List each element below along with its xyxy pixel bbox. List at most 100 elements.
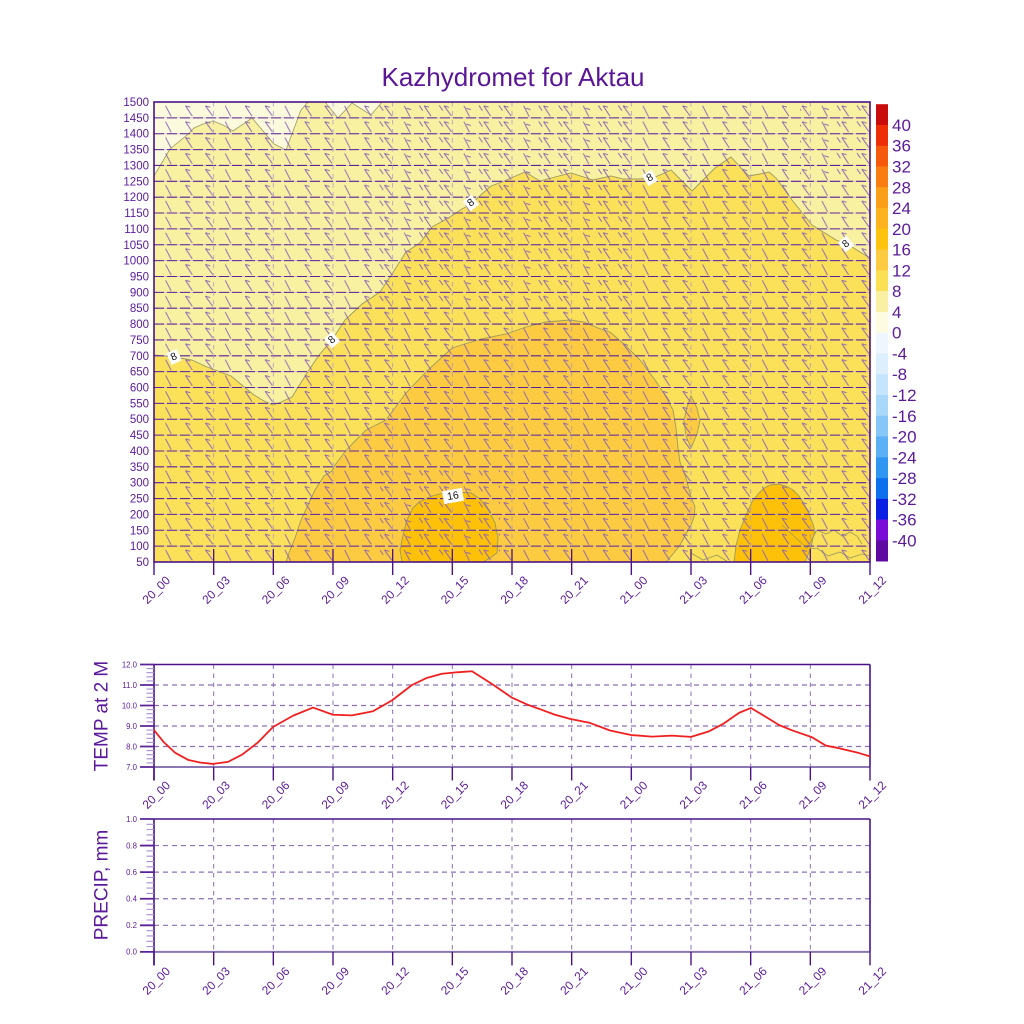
svg-text:1300: 1300 <box>123 160 149 172</box>
svg-text:750: 750 <box>130 335 149 347</box>
svg-text:21_03: 21_03 <box>677 778 711 812</box>
svg-text:20_06: 20_06 <box>259 573 293 607</box>
svg-text:9.0: 9.0 <box>126 722 138 731</box>
svg-text:850: 850 <box>130 303 149 315</box>
svg-text:-28: -28 <box>892 469 917 488</box>
svg-text:20_12: 20_12 <box>378 573 412 607</box>
svg-text:400: 400 <box>130 446 149 458</box>
svg-text:21_12: 21_12 <box>856 778 890 812</box>
svg-text:21_09: 21_09 <box>796 778 830 812</box>
svg-text:21_00: 21_00 <box>617 573 651 607</box>
svg-text:16: 16 <box>892 241 911 260</box>
svg-text:20_09: 20_09 <box>319 573 353 607</box>
svg-text:1100: 1100 <box>124 224 149 236</box>
svg-text:200: 200 <box>130 509 149 521</box>
svg-text:12.0: 12.0 <box>122 660 138 669</box>
svg-text:50: 50 <box>136 557 149 569</box>
svg-text:20_00: 20_00 <box>140 573 174 607</box>
svg-text:250: 250 <box>130 494 149 506</box>
svg-text:21_12: 21_12 <box>856 964 890 998</box>
svg-text:12: 12 <box>892 261 911 280</box>
svg-text:0.6: 0.6 <box>126 868 137 877</box>
svg-text:350: 350 <box>130 462 149 474</box>
svg-text:950: 950 <box>130 271 149 283</box>
svg-text:20_00: 20_00 <box>140 778 174 812</box>
svg-text:-36: -36 <box>892 511 917 530</box>
svg-text:0: 0 <box>892 324 901 343</box>
svg-text:-8: -8 <box>892 365 907 384</box>
svg-text:21_06: 21_06 <box>736 778 770 812</box>
svg-text:20_00: 20_00 <box>140 964 174 998</box>
svg-text:20_21: 20_21 <box>557 778 591 812</box>
svg-text:450: 450 <box>130 430 149 442</box>
svg-text:100: 100 <box>130 541 149 553</box>
svg-text:TEMP at 2 M: TEMP at 2 M <box>92 661 113 772</box>
svg-text:1250: 1250 <box>123 176 149 188</box>
svg-text:32: 32 <box>892 158 911 177</box>
svg-text:21_09: 21_09 <box>796 573 830 607</box>
svg-text:21_00: 21_00 <box>617 778 651 812</box>
svg-text:36: 36 <box>892 137 911 156</box>
svg-text:1500: 1500 <box>123 97 149 109</box>
svg-text:20_03: 20_03 <box>199 573 233 607</box>
svg-text:20_12: 20_12 <box>378 778 412 812</box>
svg-text:PRECIP, mm: PRECIP, mm <box>92 830 113 941</box>
svg-text:300: 300 <box>130 478 149 490</box>
svg-text:600: 600 <box>130 383 149 395</box>
svg-text:20_03: 20_03 <box>199 964 233 998</box>
svg-text:21_12: 21_12 <box>856 573 890 607</box>
svg-text:900: 900 <box>130 287 149 299</box>
svg-text:20_09: 20_09 <box>319 778 353 812</box>
svg-text:21_03: 21_03 <box>677 964 711 998</box>
svg-text:20_09: 20_09 <box>319 964 353 998</box>
svg-text:150: 150 <box>130 525 149 537</box>
svg-text:11.0: 11.0 <box>122 681 137 690</box>
svg-text:8: 8 <box>644 171 655 184</box>
svg-text:7.0: 7.0 <box>126 763 138 772</box>
svg-text:1000: 1000 <box>123 256 149 268</box>
svg-text:8: 8 <box>892 282 901 301</box>
svg-text:20: 20 <box>892 220 911 239</box>
svg-text:800: 800 <box>130 319 149 331</box>
svg-text:8: 8 <box>169 350 180 363</box>
svg-text:500: 500 <box>130 414 149 426</box>
svg-text:1450: 1450 <box>123 113 149 125</box>
svg-text:Kazhydromet for Aktau: Kazhydromet for Aktau <box>381 62 644 92</box>
svg-text:20_03: 20_03 <box>199 778 233 812</box>
svg-text:-32: -32 <box>892 490 917 509</box>
svg-text:20_06: 20_06 <box>259 964 293 998</box>
svg-text:1150: 1150 <box>124 208 149 220</box>
svg-text:20_18: 20_18 <box>498 573 532 607</box>
svg-text:20_15: 20_15 <box>438 573 472 607</box>
svg-text:8.0: 8.0 <box>126 742 138 751</box>
svg-text:20_12: 20_12 <box>378 964 412 998</box>
svg-text:-16: -16 <box>892 407 917 426</box>
svg-text:24: 24 <box>892 199 911 218</box>
svg-text:21_03: 21_03 <box>677 573 711 607</box>
svg-text:20_21: 20_21 <box>557 964 591 998</box>
svg-text:0.4: 0.4 <box>126 895 138 904</box>
svg-text:1050: 1050 <box>123 240 149 252</box>
svg-text:20_15: 20_15 <box>438 964 472 998</box>
svg-text:550: 550 <box>130 398 149 410</box>
svg-text:21_06: 21_06 <box>736 573 770 607</box>
svg-text:20_06: 20_06 <box>259 778 293 812</box>
svg-text:21_06: 21_06 <box>736 964 770 998</box>
svg-text:10.0: 10.0 <box>122 701 138 710</box>
svg-text:-12: -12 <box>892 386 917 405</box>
svg-text:1350: 1350 <box>123 145 149 157</box>
svg-text:-40: -40 <box>892 531 917 550</box>
svg-text:-4: -4 <box>892 344 907 363</box>
svg-text:21_00: 21_00 <box>617 964 651 998</box>
svg-text:16: 16 <box>446 489 460 503</box>
svg-text:4: 4 <box>892 303 901 322</box>
svg-text:-20: -20 <box>892 428 917 447</box>
svg-text:650: 650 <box>130 367 149 379</box>
svg-text:0.2: 0.2 <box>126 921 137 930</box>
svg-text:0.8: 0.8 <box>126 841 137 850</box>
svg-text:-24: -24 <box>892 448 917 467</box>
svg-text:40: 40 <box>892 116 911 135</box>
svg-text:20_18: 20_18 <box>498 778 532 812</box>
svg-text:1.0: 1.0 <box>126 815 138 824</box>
svg-text:20_15: 20_15 <box>438 778 472 812</box>
